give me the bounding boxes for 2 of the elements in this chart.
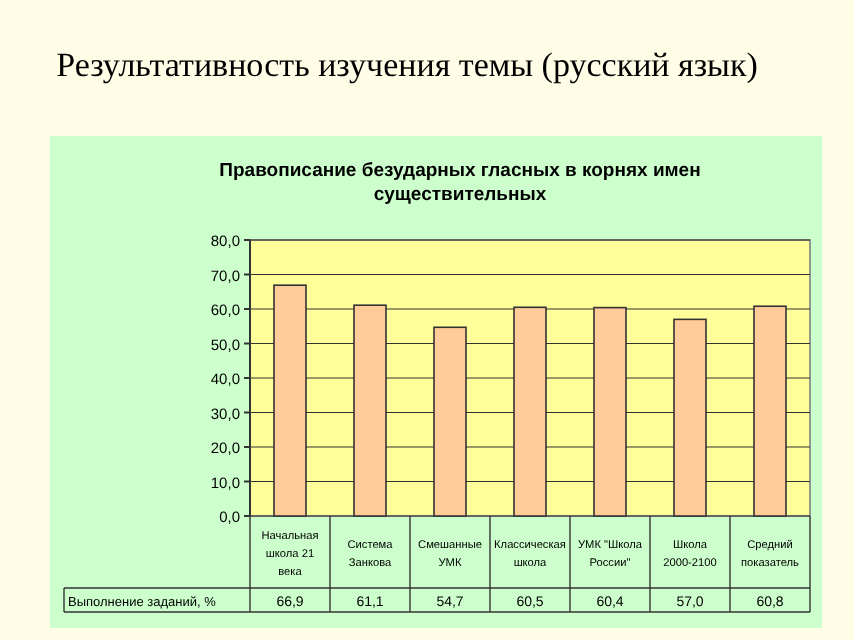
chart-title: Результативность изучения темы (русский язык): [56, 46, 758, 84]
chart-subtitle: Правописание безударных гласных в корнях имен существительных: [219, 160, 702, 206]
